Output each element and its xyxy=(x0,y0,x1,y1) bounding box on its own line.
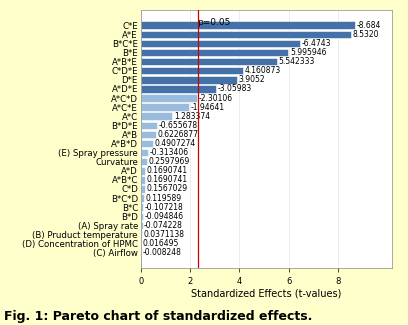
Bar xyxy=(141,167,145,175)
Text: -0.094846: -0.094846 xyxy=(144,212,184,221)
Bar xyxy=(141,131,156,138)
Text: -0.008248: -0.008248 xyxy=(142,248,181,257)
Text: 5.542333: 5.542333 xyxy=(279,57,315,66)
X-axis label: Standardized Effects (t-values): Standardized Effects (t-values) xyxy=(191,289,341,299)
Bar xyxy=(141,122,157,129)
Text: 0.1690741: 0.1690741 xyxy=(146,166,188,175)
Text: 5.995946: 5.995946 xyxy=(290,48,326,57)
Bar xyxy=(141,185,144,193)
Bar xyxy=(141,94,197,102)
Text: -2.30106: -2.30106 xyxy=(199,94,233,102)
Text: 0.119589: 0.119589 xyxy=(145,194,181,202)
Bar xyxy=(141,213,143,220)
Text: -8.684: -8.684 xyxy=(356,21,381,30)
Bar xyxy=(141,85,216,93)
Text: -6.4743: -6.4743 xyxy=(302,39,331,48)
Text: 0.0371138: 0.0371138 xyxy=(143,230,184,239)
Text: 4.160873: 4.160873 xyxy=(245,66,281,75)
Bar xyxy=(141,49,288,56)
Bar xyxy=(141,203,143,211)
Text: -3.05983: -3.05983 xyxy=(217,84,252,93)
Text: 8.5320: 8.5320 xyxy=(353,30,379,39)
Bar xyxy=(141,21,355,29)
Text: Fig. 1: Pareto chart of standardized effects.: Fig. 1: Pareto chart of standardized eff… xyxy=(4,310,313,323)
Text: p=0.05: p=0.05 xyxy=(197,18,231,27)
Bar xyxy=(141,67,243,74)
Text: -1.94641: -1.94641 xyxy=(190,103,224,111)
Bar xyxy=(141,149,149,156)
Bar xyxy=(141,112,173,120)
Bar xyxy=(141,222,142,229)
Bar xyxy=(141,231,142,238)
Text: -0.313406: -0.313406 xyxy=(150,148,189,157)
Bar xyxy=(141,58,277,65)
Text: 0.1567029: 0.1567029 xyxy=(146,185,187,193)
Bar xyxy=(141,31,351,38)
Bar xyxy=(141,176,145,184)
Text: -0.655678: -0.655678 xyxy=(158,121,197,130)
Bar xyxy=(141,103,189,111)
Bar xyxy=(141,40,300,47)
Text: 0.1690741: 0.1690741 xyxy=(146,176,188,184)
Text: -0.074228: -0.074228 xyxy=(144,221,183,230)
Text: 0.2597969: 0.2597969 xyxy=(149,157,190,166)
Text: 0.4907274: 0.4907274 xyxy=(154,139,195,148)
Bar xyxy=(141,158,147,165)
Bar xyxy=(141,76,237,84)
Text: 0.016495: 0.016495 xyxy=(143,239,179,248)
Bar xyxy=(141,140,153,147)
Text: 1.283374: 1.283374 xyxy=(174,112,210,121)
Text: 0.6226877: 0.6226877 xyxy=(157,130,199,139)
Bar xyxy=(141,194,144,202)
Text: 3.9052: 3.9052 xyxy=(238,75,265,84)
Text: -0.107218: -0.107218 xyxy=(145,203,184,212)
